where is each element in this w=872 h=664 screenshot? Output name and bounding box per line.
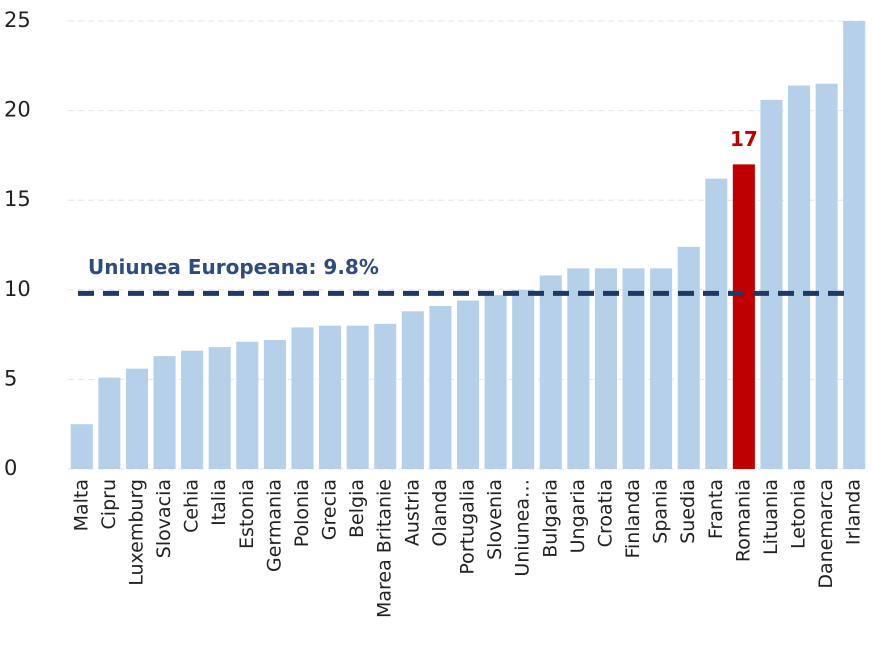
bar (346, 325, 369, 469)
bar (705, 178, 728, 470)
x-tick-label: Bulgaria (539, 479, 561, 558)
x-tick-label: Spania (650, 479, 672, 544)
bar (374, 323, 397, 469)
x-tick-label: Irlanda (843, 479, 865, 545)
bar (456, 300, 480, 469)
y-tick-label: 20 (4, 98, 31, 122)
x-tick-label: Cehia (181, 479, 203, 533)
bar (567, 268, 590, 469)
x-tick-label: Slovacia (153, 479, 175, 558)
y-tick-label: 0 (4, 456, 17, 480)
x-tick-label: Letonia (788, 479, 810, 549)
bar (788, 85, 811, 470)
x-tick-label: Romania (732, 479, 754, 562)
x-tick-label: Franta (705, 479, 727, 539)
x-tick-label: Polonia (291, 479, 313, 547)
bar (677, 246, 700, 469)
x-tick-label: Estonia (236, 479, 258, 549)
x-tick-label: Malta (70, 479, 92, 531)
y-tick-label: 25 (4, 8, 31, 32)
x-tick-label: Marea Britanie (374, 479, 396, 618)
x-tick-label: Croatia (594, 479, 616, 547)
x-tick-label: Ungaria (567, 479, 589, 553)
bar (622, 268, 645, 469)
x-tick-label: Austria (401, 479, 423, 546)
bar (512, 289, 535, 469)
bar (181, 350, 204, 469)
bar (539, 275, 562, 469)
data-label: 17 (730, 127, 758, 151)
y-tick-label: 5 (4, 366, 17, 390)
x-tick-label: Belgia (346, 479, 368, 538)
bar (236, 341, 259, 469)
bar (650, 268, 673, 469)
bar (70, 424, 93, 469)
bar (208, 347, 231, 469)
x-tick-label: Finlanda (622, 479, 644, 559)
x-tick-label: Danemarca (815, 479, 837, 589)
reference-label: Uniunea Europeana: 9.8% (88, 255, 379, 279)
bar (760, 99, 783, 470)
x-tick-label: Luxemburg (125, 479, 147, 586)
x-tick-label: Olanda (429, 479, 451, 547)
bar (815, 83, 838, 469)
x-tick-label: Uniunea… (512, 479, 534, 577)
y-tick-label: 10 (4, 277, 31, 301)
bar (843, 21, 866, 469)
x-tick-label: Cipru (98, 479, 120, 529)
x-tick-label: Portugalia (457, 479, 479, 575)
bar (263, 339, 286, 469)
x-tick-label: Germania (263, 479, 285, 572)
bar (594, 268, 617, 469)
x-tick-label: Grecia (319, 479, 341, 540)
x-tick-label: Italia (208, 479, 230, 526)
x-tick-label: Lituania (760, 479, 782, 555)
bar (291, 327, 314, 469)
bar (319, 325, 342, 469)
bar (153, 356, 176, 469)
x-tick-label: Suedia (677, 479, 699, 544)
x-tick-label: Slovenia (484, 479, 506, 560)
bar (429, 305, 452, 469)
bar (732, 164, 755, 470)
bar (401, 311, 424, 469)
y-tick-label: 15 (4, 187, 31, 211)
bar (125, 368, 148, 469)
bar (98, 377, 121, 469)
bar (484, 295, 507, 469)
